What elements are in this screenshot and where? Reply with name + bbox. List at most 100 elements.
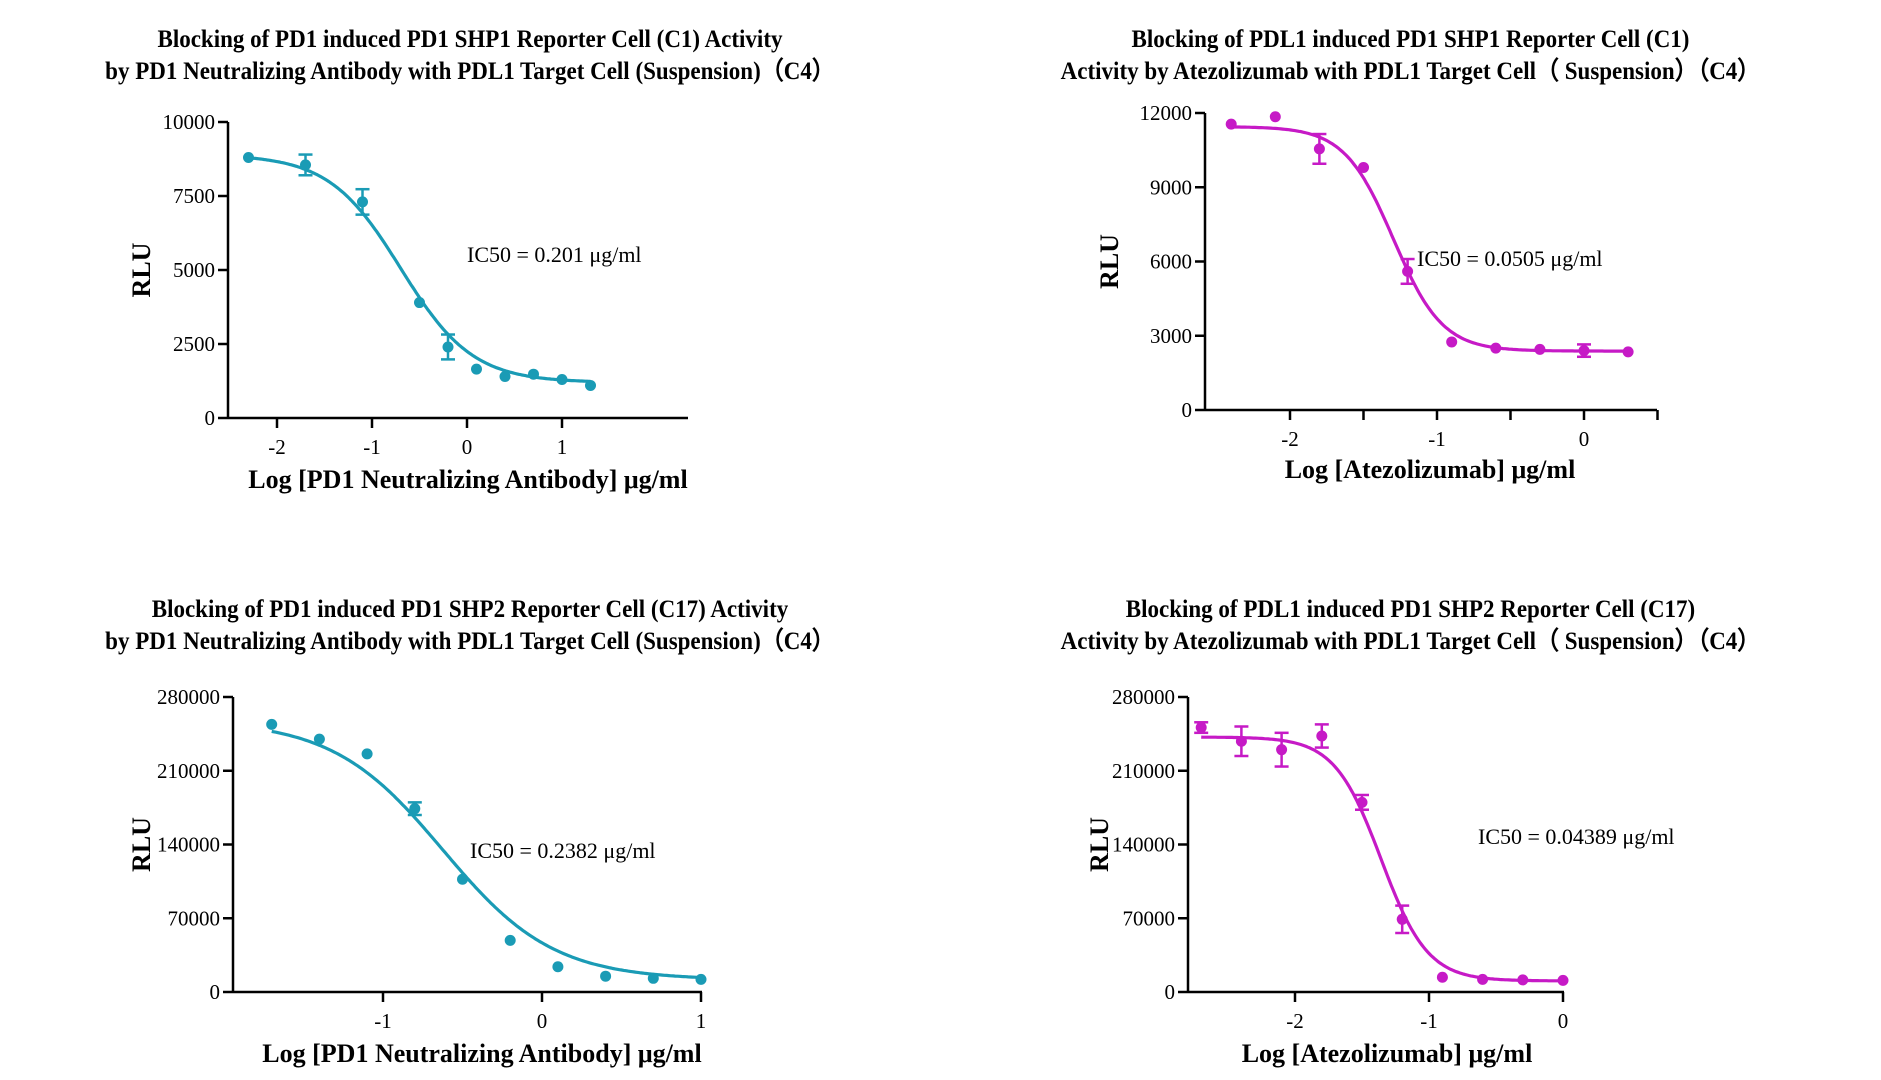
data-point: [313, 733, 325, 745]
data-point: [504, 934, 516, 946]
data-point: [499, 371, 511, 383]
y-tick-label: 140000: [1112, 833, 1175, 857]
data-point: [600, 970, 612, 982]
x-axis-label: Log [Atezolizumab] μg/ml: [1285, 455, 1576, 484]
y-tick-label: 70000: [1123, 906, 1176, 930]
data-point: [1269, 111, 1281, 123]
data-point: [1402, 265, 1414, 277]
y-axis-label: RLU: [127, 817, 156, 872]
y-tick-label: 0: [210, 980, 221, 1004]
data-point: [457, 873, 468, 885]
y-tick-label: 70000: [168, 906, 221, 930]
ic50-annotation: IC50 = 0.2382 μg/ml: [470, 838, 656, 863]
panel-c2: Blocking of PDL1 induced PD1 SHP1 Report…: [978, 24, 1844, 484]
x-axis-label: Log [PD1 Neutralizing Antibody] μg/ml: [262, 1039, 701, 1068]
data-point: [1477, 973, 1489, 985]
fit-curve: [1201, 735, 1563, 983]
x-axis-label: Log [PD1 Neutralizing Antibody] μg/ml: [248, 465, 687, 494]
data-point: [409, 803, 421, 815]
title-line-1: Blocking of PD1 induced PD1 SHP1 Reporte…: [157, 26, 783, 53]
y-tick-label: 5000: [173, 258, 215, 282]
fit-curve: [1231, 125, 1629, 353]
data-point: [647, 972, 659, 984]
data-point: [357, 196, 368, 208]
title-line-2: by PD1 Neutralizing Antibody with PDL1 T…: [105, 628, 835, 655]
ic50-annotation: IC50 = 0.0505 μg/ml: [1417, 246, 1603, 271]
data-point: [1490, 342, 1502, 354]
y-tick-label: 210000: [1112, 759, 1175, 783]
data-point: [1313, 143, 1325, 155]
y-tick-label: 0: [205, 406, 216, 430]
data-point: [585, 379, 596, 391]
y-tick-label: 9000: [1150, 175, 1192, 199]
x-tick-label: 0: [1579, 427, 1590, 451]
x-tick-label: -1: [1428, 427, 1446, 451]
y-tick-label: 280000: [157, 685, 220, 709]
data-point: [1358, 161, 1369, 173]
y-axis-label: RLU: [1095, 234, 1124, 289]
y-tick-label: 3000: [1150, 324, 1192, 348]
panel-c3: Blocking of PD1 induced PD1 SHP2 Reporte…: [0, 0, 940, 1080]
data-point: [266, 718, 278, 730]
y-tick-label: 280000: [1112, 685, 1175, 709]
y-tick-label: 12000: [1140, 101, 1193, 125]
y-tick-label: 7500: [173, 184, 215, 208]
data-point: [243, 152, 254, 164]
data-point: [1622, 346, 1634, 358]
x-tick-label: -2: [268, 435, 286, 459]
data-point: [1557, 974, 1569, 986]
data-point: [528, 368, 539, 380]
x-tick-label: 1: [696, 1009, 707, 1033]
data-point: [556, 374, 568, 386]
y-tick-label: 6000: [1150, 250, 1192, 274]
title-line-2: Activity by Atezolizumab with PDL1 Targe…: [1060, 628, 1761, 655]
x-tick-label: -2: [1286, 1009, 1304, 1033]
x-tick-label: -1: [363, 435, 381, 459]
chart-svg: 0 2500 5000 7500 10000 -2 -1 0 1 Log [PD1 Neutral…: [127, 110, 688, 494]
title-line-2: by PD1 Neutralizing Antibody with PDL1 T…: [105, 58, 835, 85]
y-tick-label: 2500: [173, 332, 215, 356]
data-point: [695, 973, 707, 985]
panel-c1: Blocking of PD1 induced PD1 SHP1 Reporte…: [0, 0, 940, 540]
data-point: [471, 363, 482, 375]
ic50-annotation: IC50 = 0.04389 μg/ml: [1478, 824, 1675, 849]
data-point: [442, 341, 454, 353]
chart-title: Blocking of PDL1 induced PD1 SHP1 Report…: [978, 24, 1844, 88]
data-point: [552, 961, 564, 973]
chart-title: Blocking of PD1 induced PD1 SHP2 Reporte…: [38, 594, 903, 658]
chart-svg: 0 70000 140000 210000 280000 -1 0 1 Log [PD1 Neu…: [127, 685, 707, 1068]
data-point: [361, 748, 373, 760]
title-line-1: Blocking of PD1 induced PD1 SHP2 Reporte…: [151, 596, 789, 623]
data-point: [1578, 345, 1590, 357]
data-point: [1517, 974, 1529, 986]
data-point: [1316, 730, 1328, 742]
y-tick-label: 0: [1182, 398, 1193, 422]
data-point: [1446, 336, 1458, 348]
data-point: [414, 297, 425, 309]
y-axis-label: RLU: [1085, 817, 1114, 872]
title-line-1: Blocking of PDL1 induced PD1 SHP1 Report…: [1131, 26, 1690, 53]
data-point: [1235, 735, 1247, 747]
title-line-1: Blocking of PDL1 induced PD1 SHP2 Report…: [1125, 596, 1696, 623]
fit-curve: [271, 729, 702, 980]
title-line-2: Activity by Atezolizumab with PDL1 Targe…: [1060, 58, 1761, 85]
y-tick-label: 0: [1165, 980, 1176, 1004]
x-tick-label: 0: [537, 1009, 548, 1033]
ic50-annotation: IC50 = 0.201 μg/ml: [467, 242, 642, 267]
chart-title: Blocking of PDL1 induced PD1 SHP2 Report…: [978, 594, 1844, 658]
y-tick-label: 140000: [157, 833, 220, 857]
data-point: [1436, 971, 1448, 983]
y-tick-label: 10000: [163, 110, 216, 134]
data-point: [300, 159, 311, 171]
x-tick-label: -2: [1281, 427, 1299, 451]
x-axis-label: Log [Atezolizumab] μg/ml: [1242, 1039, 1533, 1068]
x-tick-label: -1: [374, 1009, 392, 1033]
data-point: [1396, 913, 1408, 925]
data-point: [1534, 343, 1546, 355]
x-tick-label: 0: [1558, 1009, 1569, 1033]
x-tick-label: 1: [557, 435, 568, 459]
data-point: [1276, 744, 1288, 756]
